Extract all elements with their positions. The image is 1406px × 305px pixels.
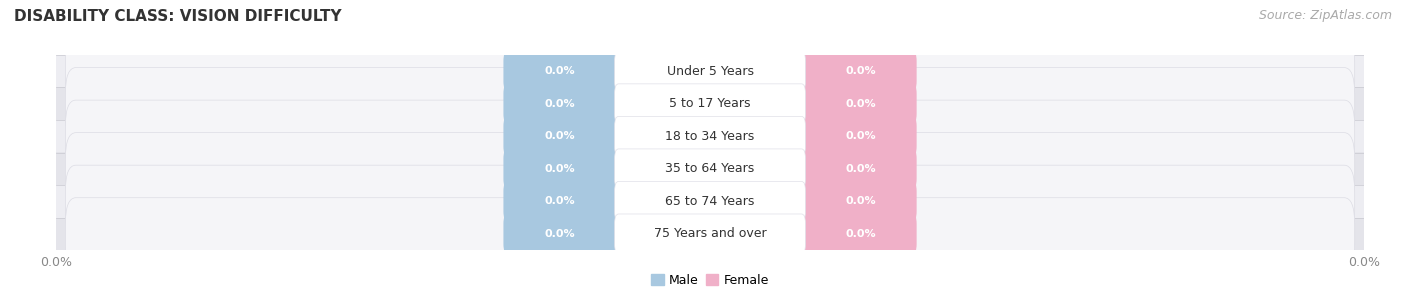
Bar <box>56 88 1364 120</box>
Text: DISABILITY CLASS: VISION DIFFICULTY: DISABILITY CLASS: VISION DIFFICULTY <box>14 9 342 24</box>
Text: Source: ZipAtlas.com: Source: ZipAtlas.com <box>1258 9 1392 22</box>
Text: 0.0%: 0.0% <box>544 131 575 141</box>
Legend: Male, Female: Male, Female <box>651 274 769 287</box>
FancyBboxPatch shape <box>66 198 1354 270</box>
FancyBboxPatch shape <box>804 181 917 221</box>
FancyBboxPatch shape <box>66 100 1354 172</box>
FancyBboxPatch shape <box>66 133 1354 205</box>
FancyBboxPatch shape <box>614 214 806 254</box>
FancyBboxPatch shape <box>804 84 917 124</box>
Text: 0.0%: 0.0% <box>544 229 575 239</box>
Text: 0.0%: 0.0% <box>544 99 575 109</box>
Text: 0.0%: 0.0% <box>845 99 876 109</box>
Text: 35 to 64 Years: 35 to 64 Years <box>665 162 755 175</box>
FancyBboxPatch shape <box>503 149 616 188</box>
Text: 0.0%: 0.0% <box>845 164 876 174</box>
FancyBboxPatch shape <box>804 117 917 156</box>
FancyBboxPatch shape <box>503 84 616 124</box>
Text: 0.0%: 0.0% <box>845 229 876 239</box>
Text: 0.0%: 0.0% <box>845 131 876 141</box>
FancyBboxPatch shape <box>503 214 616 254</box>
Bar <box>56 185 1364 217</box>
Bar <box>56 120 1364 152</box>
FancyBboxPatch shape <box>66 165 1354 237</box>
Bar <box>56 217 1364 250</box>
Text: 65 to 74 Years: 65 to 74 Years <box>665 195 755 208</box>
FancyBboxPatch shape <box>66 35 1354 107</box>
Text: 0.0%: 0.0% <box>544 66 575 76</box>
FancyBboxPatch shape <box>503 51 616 91</box>
FancyBboxPatch shape <box>66 68 1354 140</box>
FancyBboxPatch shape <box>804 214 917 254</box>
FancyBboxPatch shape <box>503 117 616 156</box>
Text: 18 to 34 Years: 18 to 34 Years <box>665 130 755 143</box>
Bar <box>56 152 1364 185</box>
Text: Under 5 Years: Under 5 Years <box>666 65 754 78</box>
FancyBboxPatch shape <box>614 181 806 221</box>
FancyBboxPatch shape <box>614 149 806 188</box>
FancyBboxPatch shape <box>614 84 806 124</box>
FancyBboxPatch shape <box>614 117 806 156</box>
Text: 75 Years and over: 75 Years and over <box>654 227 766 240</box>
FancyBboxPatch shape <box>804 51 917 91</box>
Text: 0.0%: 0.0% <box>845 66 876 76</box>
Text: 5 to 17 Years: 5 to 17 Years <box>669 97 751 110</box>
FancyBboxPatch shape <box>804 149 917 188</box>
FancyBboxPatch shape <box>503 181 616 221</box>
FancyBboxPatch shape <box>614 51 806 91</box>
Bar <box>56 55 1364 88</box>
Text: 0.0%: 0.0% <box>544 196 575 206</box>
Text: 0.0%: 0.0% <box>845 196 876 206</box>
Text: 0.0%: 0.0% <box>544 164 575 174</box>
